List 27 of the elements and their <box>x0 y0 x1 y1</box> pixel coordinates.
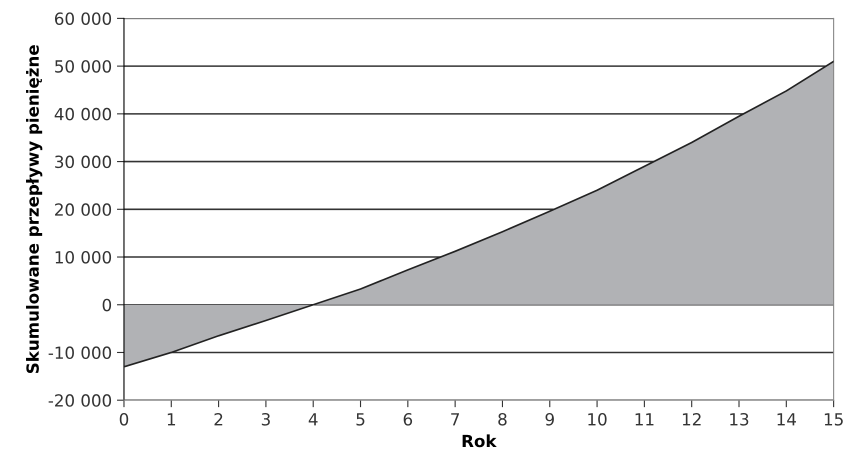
y-tick-label: 30 000 <box>55 156 112 168</box>
x-tick-label: 9 <box>546 412 554 426</box>
y-tick-label: -10 000 <box>48 346 112 360</box>
y-tick-label: 20 000 <box>55 203 112 216</box>
x-tick-label: 6 <box>404 412 412 426</box>
x-tick-label: 14 <box>778 413 796 426</box>
y-tick-label: 10 000 <box>56 250 112 264</box>
x-tick-label: 15 <box>824 413 843 426</box>
y-tick-label: 0 <box>102 298 112 312</box>
x-tick-label: 4 <box>308 413 318 426</box>
y-tick-label: 40 000 <box>54 108 112 120</box>
x-tick-label: 11 <box>636 413 654 426</box>
x-axis-title: Rok <box>462 434 497 448</box>
y-tick-label: 60 000 <box>55 12 112 25</box>
x-tick-label: 1 <box>168 413 176 426</box>
y-axis-title: Skumulowane przepływy pieniężne <box>26 45 42 374</box>
x-tick-label: 0 <box>120 412 128 426</box>
x-tick-label: 12 <box>682 412 701 426</box>
x-tick-label: 13 <box>730 412 748 426</box>
x-tick-label: 2 <box>214 412 222 426</box>
y-tick-label: -20 000 <box>48 394 112 407</box>
x-tick-label: 10 <box>588 412 607 426</box>
x-tick-label: 8 <box>498 412 507 426</box>
x-tick-label: 5 <box>356 413 364 426</box>
x-tick-label: 3 <box>262 412 270 426</box>
x-tick-label: 7 <box>451 413 460 426</box>
y-tick-label: 50 000 <box>55 60 112 73</box>
